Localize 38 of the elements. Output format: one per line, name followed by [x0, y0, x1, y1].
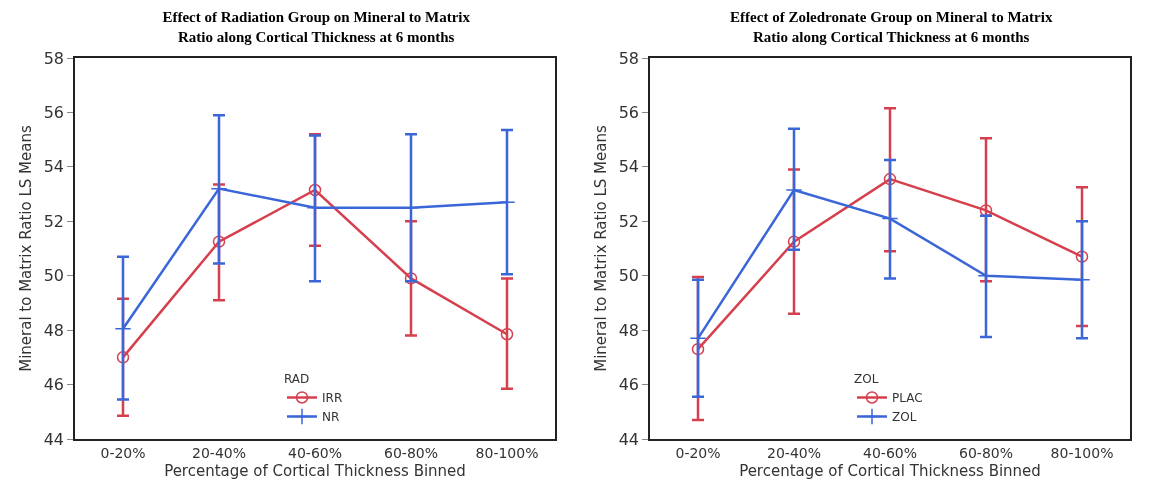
- legend-label: ZOL: [892, 410, 917, 425]
- y-tick-label: 54: [618, 157, 640, 177]
- legend-label: IRR: [322, 391, 343, 406]
- x-tick-label: 40-60%: [288, 444, 342, 461]
- y-axis-title: Mineral to Matrix Ratio LS Means: [17, 125, 36, 372]
- x-tick-label: 20-40%: [767, 444, 821, 461]
- y-tick-label: 48: [618, 320, 640, 340]
- y-tick-label: 56: [618, 103, 640, 123]
- y-tick-label: 58: [618, 48, 640, 68]
- y-tick-label: 44: [618, 429, 640, 449]
- y-tick-label: 52: [618, 211, 640, 231]
- legend-title: ZOL: [854, 371, 879, 386]
- y-tick-label: 50: [43, 266, 65, 286]
- x-tick-label: 20-40%: [192, 444, 246, 461]
- x-tick-label: 40-60%: [863, 444, 917, 461]
- y-tick-label: 56: [43, 103, 65, 123]
- x-tick-label: 60-80%: [384, 444, 438, 461]
- y-tick-label: 46: [618, 375, 640, 395]
- y-tick-label: 46: [43, 375, 65, 395]
- x-tick-label: 80-100%: [475, 444, 539, 461]
- x-tick-label: 60-80%: [959, 444, 1013, 461]
- y-tick-label: 58: [43, 48, 65, 68]
- x-axis-title: Percentage of Cortical Thickness Binned: [739, 462, 1041, 481]
- legend-label: NR: [322, 410, 340, 425]
- y-tick-label: 44: [43, 429, 65, 449]
- y-tick-label: 50: [618, 266, 640, 286]
- x-tick-label: 0-20%: [675, 444, 721, 461]
- x-tick-label: 80-100%: [1050, 444, 1114, 461]
- legend-label: PLAC: [892, 391, 923, 406]
- y-tick-label: 48: [43, 320, 65, 340]
- x-axis-title: Percentage of Cortical Thickness Binned: [164, 462, 466, 481]
- chart-title: Effect of Radiation Group on Mineral to Matrix Ratio along Cortical Thickness at 6 months: [162, 9, 471, 45]
- y-tick-label: 52: [43, 211, 65, 231]
- y-tick-label: 54: [43, 157, 65, 177]
- legend-title: RAD: [284, 371, 310, 386]
- chart-title: Effect of Zoledronate Group on Mineral to Matrix Ratio along Cortical Thickness at 6 months: [730, 9, 1053, 45]
- x-tick-label: 0-20%: [100, 444, 146, 461]
- y-axis-title: Mineral to Matrix Ratio LS Means: [592, 125, 611, 372]
